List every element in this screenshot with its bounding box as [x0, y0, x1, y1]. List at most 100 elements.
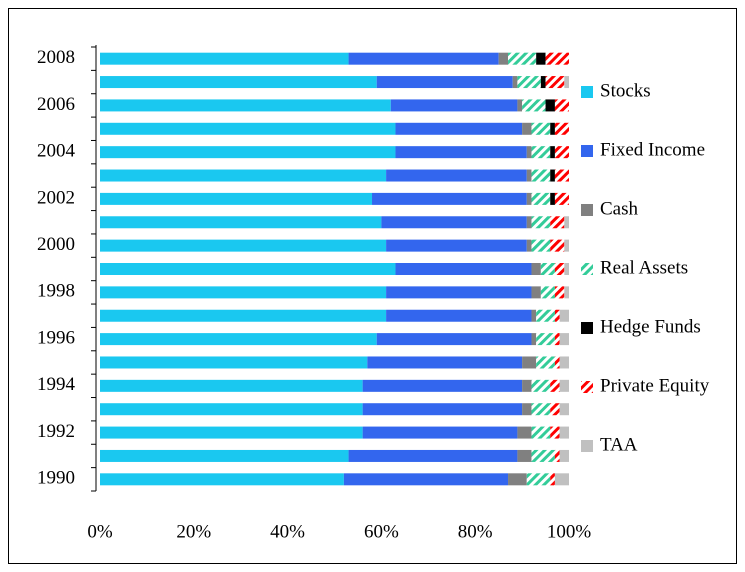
bar-segment [517, 99, 523, 112]
bar-segment [100, 473, 344, 486]
legend-label: Real Assets [600, 257, 688, 278]
bar-segment [517, 426, 532, 439]
bar-segment [395, 146, 527, 159]
bar-segment [564, 239, 569, 252]
bar-segment [512, 76, 518, 89]
bar-segment [100, 449, 349, 462]
bar-segment [526, 146, 532, 159]
bar-segment [536, 309, 555, 322]
bar-segment [100, 192, 373, 205]
bar-segment [531, 239, 551, 252]
legend-swatch [581, 381, 593, 393]
bar-segment [531, 403, 551, 416]
bar-segment [531, 263, 541, 275]
legend-swatch [581, 440, 593, 452]
y-tick-label: 1990 [37, 468, 75, 489]
bar-segment [526, 216, 532, 229]
bar-segment [522, 99, 546, 112]
bar-segment [550, 426, 560, 439]
bar-segment [100, 52, 349, 65]
x-tick-label: 0% [87, 521, 113, 542]
y-tick-label: 2004 [37, 141, 76, 162]
bar-segment [536, 333, 555, 346]
bar-segment [498, 52, 509, 65]
y-tick-label: 1994 [37, 374, 76, 395]
bar-segment [564, 76, 569, 89]
bar-segment [522, 403, 532, 416]
bar-segment [554, 356, 560, 369]
bar-segment [100, 76, 377, 89]
bar-segment [531, 333, 537, 346]
bar-segment [564, 263, 569, 275]
bar-segment [531, 309, 537, 322]
x-tick-label: 20% [176, 521, 211, 542]
bar-segment [564, 286, 569, 299]
bar-segment [100, 309, 387, 322]
x-tick-label: 40% [270, 521, 305, 542]
bar-segment [531, 286, 541, 299]
bar-segment [372, 192, 527, 205]
bar-segment [522, 356, 537, 369]
bar-segment [531, 449, 555, 462]
y-tick-label: 1998 [37, 281, 75, 302]
bar-segment [362, 426, 518, 439]
bar-segment [550, 473, 555, 486]
bar-segment [554, 449, 560, 462]
bar-segment [559, 449, 569, 462]
bar-segment [531, 122, 551, 135]
y-tick-label: 2002 [37, 187, 75, 208]
bar-segment [100, 379, 363, 392]
bar-segment [554, 286, 565, 299]
legend-label: TAA [600, 434, 638, 455]
bar-segment [100, 286, 387, 299]
bar-segment [526, 192, 532, 205]
bar-segment [376, 333, 532, 346]
bar-segment [554, 309, 560, 322]
bar-segment [395, 263, 532, 275]
bar-segment [517, 76, 541, 89]
bar-segment [100, 146, 396, 159]
bar-segment [554, 192, 569, 205]
bar-segment [550, 146, 555, 159]
bar-segment [540, 263, 555, 275]
x-tick-label: 60% [364, 521, 399, 542]
bar-segment [559, 356, 569, 369]
legend-label: Hedge Funds [600, 316, 701, 337]
bar-segment [348, 449, 518, 462]
bar-segment [100, 99, 391, 112]
bar-segment [386, 169, 527, 182]
bar-segment [522, 379, 532, 392]
y-tick-label: 2000 [37, 234, 75, 255]
bar-segment [522, 122, 532, 135]
bar-segment [100, 169, 387, 182]
bar-segment [348, 52, 499, 65]
bar-segment [517, 449, 532, 462]
legend-label: Private Equity [600, 375, 710, 396]
x-tick-label: 80% [458, 521, 493, 542]
bar-segment [376, 76, 513, 89]
legend-swatch [581, 322, 593, 334]
y-tick-label: 2006 [37, 94, 75, 115]
bar-segment [550, 403, 560, 416]
bar-segment [531, 426, 551, 439]
y-tick-label: 2008 [37, 47, 75, 68]
bar-segment [508, 52, 537, 65]
bar-segment [508, 473, 527, 486]
bar-segment [550, 122, 555, 135]
bar-segment [545, 99, 555, 112]
bar-segment [526, 169, 532, 182]
bar-segment [100, 426, 363, 439]
bar-segment [554, 169, 569, 182]
bar-segment [550, 216, 565, 229]
bar-segment [386, 239, 527, 252]
bar-segment [550, 239, 565, 252]
bar-segment [559, 379, 569, 392]
bar-segment [554, 333, 560, 346]
bar-segment [550, 169, 555, 182]
bar-segment [564, 216, 569, 229]
bar-segment [540, 76, 546, 89]
bar-segment [531, 169, 551, 182]
bar-segment [559, 426, 569, 439]
